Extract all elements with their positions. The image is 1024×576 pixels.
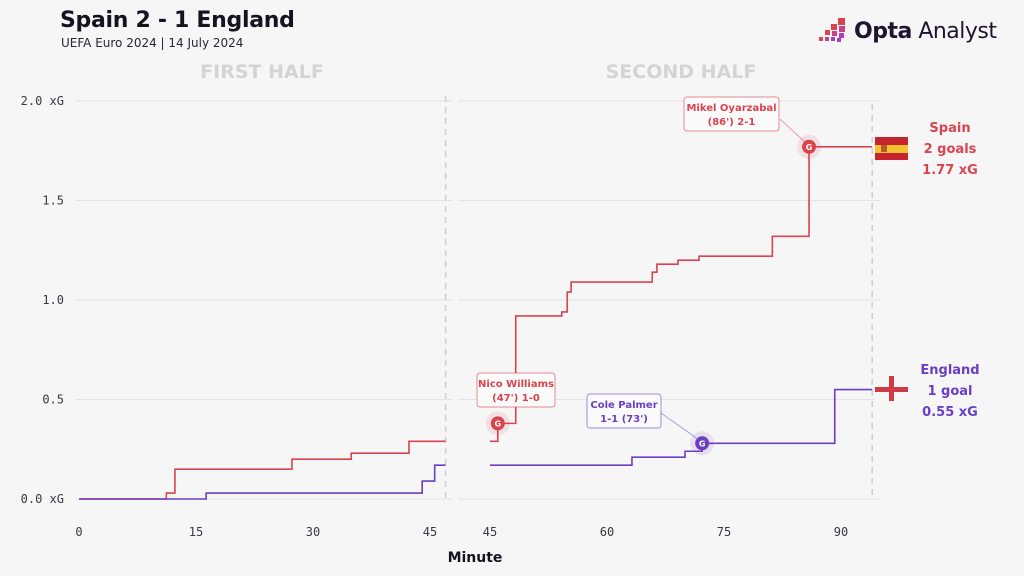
x-tick-label: 60 — [600, 525, 614, 539]
x-tick-label: 45 — [423, 525, 437, 539]
goal-marker-letter: G — [806, 143, 813, 152]
x-tick-label: 15 — [189, 525, 203, 539]
goal-scorer-name: Mikel Oyarzabal — [686, 103, 776, 114]
axis-layer: 0.0 xG 0.5 1.0 1.5 2.0 xG 0 15 30 45 45 60 75 90 — [21, 94, 849, 539]
grid-layer — [76, 96, 880, 500]
first-half-label: FIRST HALF — [200, 61, 324, 83]
y-tick-label: 0.5 — [42, 393, 64, 407]
y-tick-label: 1.0 — [42, 293, 64, 307]
opta-analyst-logo: Opta Analyst — [818, 18, 997, 44]
x-axis-label: Minute — [448, 550, 503, 566]
spain-xg: 1.77 xG — [922, 163, 978, 178]
goal-marker — [802, 139, 817, 154]
logo-brand-light: Analyst — [918, 18, 997, 44]
x-tick-label: 75 — [717, 525, 731, 539]
goal-marker — [490, 416, 505, 431]
goal-marker-letter: G — [699, 439, 706, 448]
x-tick-label: 90 — [834, 525, 848, 539]
goal-annotation-box — [683, 96, 780, 132]
england-goals: 1 goal — [927, 384, 972, 399]
england-xg: 0.55 xG — [922, 405, 978, 420]
spain-xg-line-second-half — [490, 145, 873, 443]
spain-team-name: Spain — [929, 121, 970, 136]
goal-scorer-name: Nico Williams — [478, 379, 554, 390]
y-tick-label: 2.0 xG — [21, 94, 64, 108]
goal-marker-letter: G — [495, 419, 502, 428]
x-tick-label: 45 — [483, 525, 497, 539]
y-tick-label: 0.0 xG — [21, 492, 64, 506]
page-subtitle: UEFA Euro 2024 | 14 July 2024 — [61, 36, 244, 50]
x-tick-label: 0 — [75, 525, 82, 539]
goal-marker — [695, 436, 710, 451]
goal-scorer-name: Cole Palmer — [590, 400, 657, 411]
page-title: Spain 2 - 1 England — [60, 8, 295, 33]
england-xg-line-second-half — [490, 388, 873, 466]
spain-xg-line-first-half — [79, 440, 446, 500]
logo-brand-bold: Opta — [854, 18, 912, 44]
goal-score-detail: (86') 2-1 — [708, 117, 756, 128]
x-tick-label: 30 — [306, 525, 320, 539]
annotation-connector — [660, 412, 703, 443]
series-layer — [79, 145, 873, 500]
annotation-layer: Nico Williams (47') 1-0 G Cole Palmer 1-1 (7… — [476, 96, 822, 456]
annotation-connector — [779, 118, 809, 146]
y-tick-label: 1.5 — [42, 194, 64, 208]
goal-score-detail: (47') 1-0 — [492, 393, 540, 404]
logo-mark-icon — [819, 18, 845, 42]
second-half-label: SECOND HALF — [606, 61, 757, 83]
england-xg-line-first-half — [79, 464, 446, 500]
england-team-name: England — [920, 363, 979, 378]
goal-annotation-box — [476, 372, 556, 408]
england-flag — [875, 376, 908, 401]
spain-flag — [875, 137, 908, 160]
goal-score-detail: 1-1 (73') — [600, 414, 648, 425]
spain-goals: 2 goals — [924, 142, 977, 157]
goal-annotation-box — [586, 393, 662, 429]
